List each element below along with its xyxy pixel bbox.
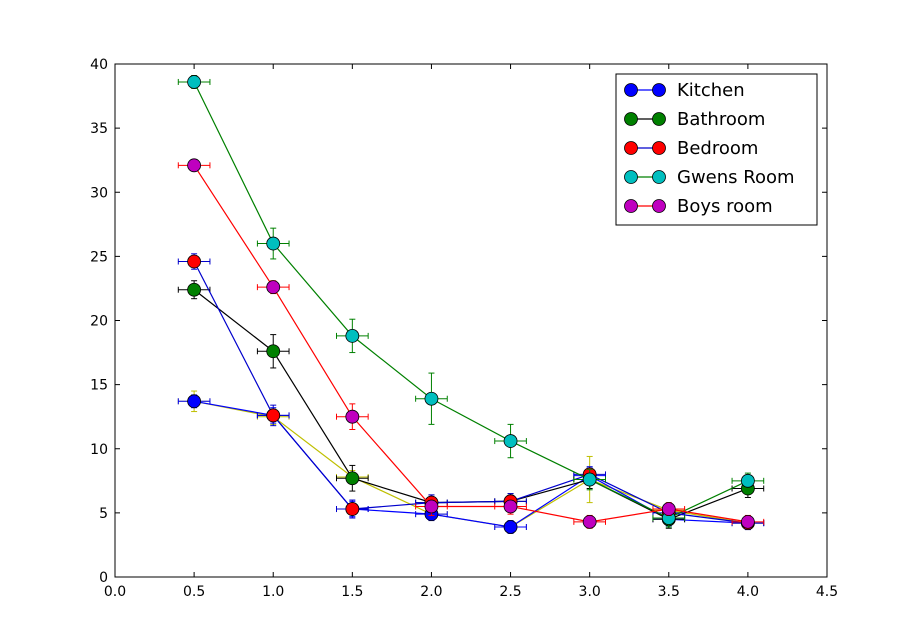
series-boys-room-point-2 bbox=[345, 409, 360, 424]
series-boys-room-point-6 bbox=[661, 502, 676, 516]
series-boys-room-point-3 bbox=[424, 499, 439, 514]
y-tick-label-7: 35 bbox=[90, 121, 108, 137]
series-bedroom-line bbox=[193, 261, 748, 524]
legend-item-boys-room-marker-left bbox=[624, 199, 638, 213]
series-boys-room-point-7 bbox=[740, 514, 755, 529]
y-tick-label-6: 30 bbox=[90, 185, 108, 201]
legend-item-bedroom-label: Bedroom bbox=[677, 138, 758, 159]
series-gwens-room-point-1 bbox=[266, 236, 281, 251]
legend-item-kitchen-marker-right bbox=[652, 83, 666, 97]
x-tick-label-6: 3.0 bbox=[579, 584, 601, 600]
series-gwens-room-point-7 bbox=[740, 473, 755, 488]
series-boys-room-line bbox=[193, 164, 748, 523]
x-tick-label-4: 2.0 bbox=[420, 584, 442, 600]
series-bathroom-point-0 bbox=[187, 282, 202, 297]
x-tick-label-7: 3.5 bbox=[658, 584, 680, 600]
series-gwens-room-point-2 bbox=[345, 328, 360, 343]
x-tick-label-3: 1.5 bbox=[341, 584, 363, 600]
y-tick-label-0: 0 bbox=[99, 570, 108, 586]
series-boys-room-point-5 bbox=[582, 514, 597, 529]
legend-item-boys-room: Boys room bbox=[624, 196, 773, 217]
series-kitchen-point-0 bbox=[187, 394, 202, 409]
y-tick-label-3: 15 bbox=[90, 378, 108, 394]
x-tick-label-8: 4.0 bbox=[737, 584, 759, 600]
x-tick-label-5: 2.5 bbox=[499, 584, 521, 600]
series-boys-room bbox=[177, 158, 765, 529]
x-tick-label-1: 0.5 bbox=[183, 584, 205, 600]
legend-item-bathroom-marker-left bbox=[624, 112, 638, 126]
series-boys-room-point-0 bbox=[187, 158, 202, 173]
legend-item-bedroom-marker-right bbox=[652, 141, 666, 155]
legend-box bbox=[615, 73, 818, 226]
legend-item-bathroom: Bathroom bbox=[624, 109, 765, 130]
series-gwens-room-point-0 bbox=[187, 75, 202, 89]
series-gwens-room-point-3 bbox=[424, 391, 439, 406]
legend-item-kitchen-label: Kitchen bbox=[677, 80, 745, 101]
y-tick-label-2: 10 bbox=[90, 442, 108, 458]
series-bathroom-point-1 bbox=[266, 344, 281, 359]
y-tick-label-1: 5 bbox=[99, 506, 108, 522]
legend-item-gwens-room-marker-right bbox=[652, 170, 666, 184]
series-gwens-room-point-4 bbox=[503, 434, 518, 448]
x-tick-label-2: 1.0 bbox=[262, 584, 284, 600]
legend-item-bathroom-label: Bathroom bbox=[677, 109, 765, 130]
x-tick-label-9: 4.5 bbox=[816, 584, 838, 600]
series-gwens-room-point-5 bbox=[582, 472, 597, 487]
series-bedroom-point-2 bbox=[345, 502, 360, 516]
legend-item-boys-room-marker-right bbox=[652, 199, 666, 213]
legend-item-kitchen-marker-left bbox=[624, 83, 638, 97]
series-bathroom-point-2 bbox=[345, 471, 360, 486]
series-boys-room-point-4 bbox=[503, 499, 518, 514]
y-tick-label-4: 20 bbox=[90, 314, 108, 330]
legend-item-bedroom: Bedroom bbox=[624, 138, 758, 159]
legend-item-gwens-room-marker-left bbox=[624, 170, 638, 184]
series-layer bbox=[177, 75, 765, 534]
legend: Kitchen Bathroom Bedroom Gwens Room Boys roo… bbox=[615, 73, 818, 226]
legend-item-gwens-room: Gwens Room bbox=[624, 167, 795, 188]
legend-item-bedroom-marker-left bbox=[624, 141, 638, 155]
axes-layer: 0.0 0.5 1.0 1.5 2.0 2.5 3.0 3.5 4.0 4.5 0 5 10 15 20 25… bbox=[90, 57, 838, 600]
series-bedroom-point-0 bbox=[187, 254, 202, 269]
series-boys-room-point-1 bbox=[266, 280, 281, 295]
y-tick-label-5: 25 bbox=[90, 249, 108, 265]
y-tick-label-8: 40 bbox=[90, 57, 108, 73]
series-kitchen-point-4 bbox=[503, 520, 518, 534]
series-gwens-room bbox=[177, 75, 765, 528]
series-bedroom-point-1 bbox=[266, 408, 281, 423]
x-tick-label-0: 0.0 bbox=[104, 584, 126, 600]
legend-item-boys-room-label: Boys room bbox=[677, 196, 773, 217]
legend-item-gwens-room-label: Gwens Room bbox=[677, 167, 795, 188]
legend-item-bathroom-marker-right bbox=[652, 112, 666, 126]
legend-item-kitchen: Kitchen bbox=[624, 80, 745, 101]
